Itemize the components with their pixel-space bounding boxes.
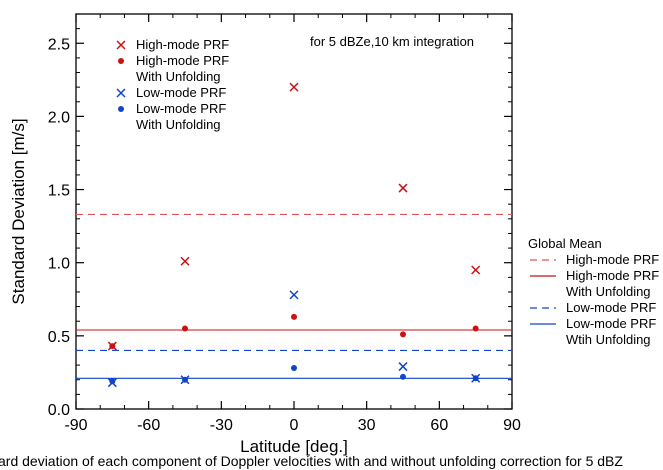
legend-label-1-1: With Unfolding — [136, 69, 221, 84]
legend-marker-0 — [116, 40, 126, 50]
x-tick-label: 90 — [503, 417, 521, 434]
data-point-s0-2 — [289, 82, 299, 92]
tick-labels: -90 -60 -30 0 30 60 90 0.0 0.5 1.0 1.5 2.0 2.5 — [48, 36, 521, 434]
x-tick-label: 30 — [358, 417, 376, 434]
data-point-s3-2 — [291, 365, 297, 372]
legend-marker-3 — [118, 106, 124, 112]
y-tick-label: 2.5 — [48, 36, 70, 53]
legend-label-3-1: With Unfolding — [136, 117, 221, 132]
y-axis-title: Standard Deviation [m/s] — [9, 118, 28, 304]
legend-label-3-0: Low-mode PRF — [136, 101, 226, 116]
y-tick-label: 2.0 — [48, 109, 70, 126]
data-point-s3-0 — [109, 378, 116, 385]
legend-mean-label-2-0: Low-mode PRF — [566, 300, 656, 315]
data-point-s3-3 — [400, 373, 406, 380]
figure-caption-fragment: ard deviation of each component of Doppl… — [0, 453, 623, 469]
data-point-s0-1 — [180, 256, 190, 266]
annotation: for 5 dBZe,10 km integration — [310, 34, 474, 49]
data-point-s1-4 — [472, 325, 479, 332]
legend-global-mean-title: Global Mean — [528, 236, 602, 251]
axis-ticks — [75, 13, 513, 410]
data-point-s3-1 — [182, 376, 188, 383]
x-tick-label: 0 — [290, 417, 299, 434]
legend-mean-label-0-0: High-mode PRF — [566, 252, 659, 267]
legend-mean-label-1-1: With Unfolding — [566, 284, 651, 299]
data-point-s1-3 — [400, 331, 406, 338]
global-mean-lines — [76, 213, 512, 379]
y-tick-label: 0.5 — [48, 329, 70, 346]
x-tick-label: -60 — [137, 417, 160, 434]
data-point-s3-4 — [472, 375, 479, 382]
data-markers — [107, 82, 481, 388]
legend-marker-2 — [116, 88, 126, 98]
x-tick-label: 60 — [430, 417, 448, 434]
legend-label-2-0: Low-mode PRF — [136, 85, 226, 100]
legend-marker-1 — [118, 58, 124, 64]
legend-mean-label-3-0: Low-mode PRF — [566, 316, 656, 331]
data-point-s2-3 — [398, 362, 408, 372]
data-point-s2-2 — [289, 290, 299, 300]
data-point-s1-2 — [291, 313, 297, 320]
data-point-s1-1 — [182, 325, 188, 332]
y-tick-label: 1.0 — [48, 256, 70, 273]
x-axis-title: Latitude [deg.] — [240, 437, 348, 456]
data-point-s0-4 — [471, 265, 481, 275]
x-tick-label: -90 — [64, 417, 87, 434]
y-tick-label: 1.5 — [48, 183, 70, 200]
legend-label-0-0: High-mode PRF — [136, 37, 229, 52]
y-tick-label: 0.0 — [48, 402, 70, 419]
legend-mean-label-3-1: Wtih Unfolding — [566, 332, 651, 347]
data-point-s0-3 — [398, 183, 408, 193]
x-tick-label: -30 — [210, 417, 233, 434]
legend-label-1-0: High-mode PRF — [136, 53, 229, 68]
data-point-s1-0 — [109, 343, 116, 350]
legend-mean-label-1-0: High-mode PRF — [566, 268, 659, 283]
